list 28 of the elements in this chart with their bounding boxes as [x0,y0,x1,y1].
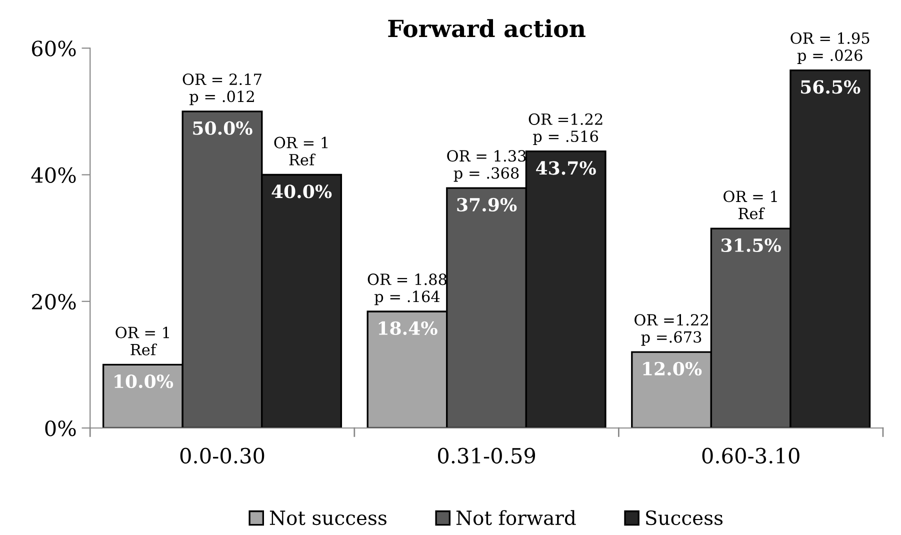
annotation: OR = 1 Ref [116,326,169,356]
data-label: 40.0% [272,184,332,198]
annotation: OR =1.22 p =.673 [634,314,708,346]
annotation: OR = 1 Ref [274,136,328,166]
chart-title: Forward action [388,19,586,38]
data-label: 31.5% [722,238,781,252]
y-tick-label: 40% [31,167,76,183]
data-label: 56.5% [801,80,860,94]
data-label: 10.0% [114,374,174,388]
x-tick-label: 0.0-0.30 [180,448,264,464]
data-label: 18.4% [378,321,438,335]
legend-label: Not forward [456,510,576,526]
annotation: OR = 1.95 p = .026 [790,32,870,64]
annotation: OR =1.22 p = .516 [528,113,602,146]
y-tick-label: 60% [32,40,76,56]
y-tick-label: 0% [45,420,76,436]
annotation: OR = 1.33 p = .368 [447,150,526,182]
legend-label: Success [646,510,723,526]
data-label: 37.9% [457,198,517,212]
annotation: OR = 1 Ref [724,190,777,220]
data-label: 12.0% [643,362,702,376]
x-tick-label: 0.31-0.59 [438,448,536,464]
annotation: OR = 2.17 p = .012 [182,74,262,106]
y-tick-label: 20% [32,294,76,310]
data-label: 43.7% [536,161,596,175]
legend-label: Not success [270,510,386,526]
data-label: 50.0% [193,121,252,135]
x-tick-label: 0.60-3.10 [702,448,800,464]
